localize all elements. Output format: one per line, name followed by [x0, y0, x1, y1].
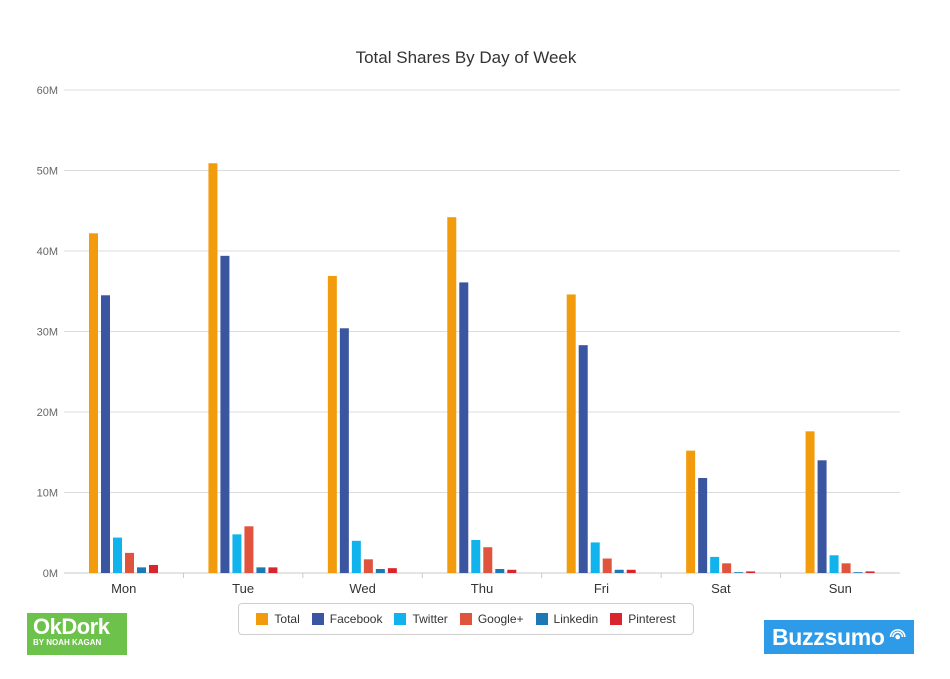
bar-pinterest-thu — [507, 569, 517, 573]
legend-swatch — [535, 613, 548, 625]
legend-label: Twitter — [412, 612, 448, 626]
bar-google-thu — [483, 547, 493, 573]
bar-linkedin-wed — [375, 568, 385, 573]
bar-linkedin-sat — [734, 572, 744, 573]
bar-linkedin-tue — [256, 567, 266, 573]
legend: Total Facebook Twitter Google+ Linkedin Pinte… — [238, 603, 694, 635]
bar-linkedin-sun — [853, 572, 863, 573]
bar-google-sat — [722, 563, 732, 573]
x-tick-label: Thu — [471, 581, 493, 596]
bar-twitter-tue — [232, 534, 242, 573]
bar-total-wed — [327, 275, 337, 573]
bar-pinterest-wed — [387, 568, 397, 573]
bar-total-mon — [89, 233, 98, 574]
x-tick-label: Sun — [829, 581, 852, 596]
legend-item-linkedin[interactable]: Linkedin — [535, 612, 599, 626]
x-tick-label: Tue — [232, 581, 254, 596]
bar-google-mon — [125, 552, 134, 573]
bar-twitter-thu — [471, 539, 481, 573]
legend-label: Linkedin — [553, 612, 599, 626]
y-axis-ticks: 0M 10M 20M 30M 40M 50M 60M — [37, 85, 58, 580]
legend-swatch — [459, 613, 472, 625]
legend-label: Pinterest — [628, 612, 676, 626]
bar-linkedin-thu — [495, 568, 505, 573]
bar-pinterest-fri — [626, 569, 636, 573]
legend-swatch — [610, 613, 623, 625]
legend-label: Google+ — [477, 612, 524, 626]
legend-swatch — [256, 613, 269, 625]
bar-linkedin-fri — [614, 569, 624, 573]
bar-pinterest-mon — [149, 564, 158, 573]
legend-swatch — [311, 613, 324, 625]
legend-item-total[interactable]: Total — [256, 612, 300, 626]
bar-twitter-fri — [590, 542, 600, 573]
legend-item-twitter[interactable]: Twitter — [394, 612, 448, 626]
grid — [64, 89, 900, 574]
bar-google-sun — [841, 563, 851, 573]
bar-facebook-sun — [817, 460, 827, 573]
legend-label: Facebook — [329, 612, 383, 626]
x-tick-label: Wed — [349, 581, 376, 596]
bar-facebook-tue — [220, 255, 230, 573]
y-tick-label: 50M — [37, 166, 58, 178]
bar-linkedin-mon — [137, 567, 146, 573]
signal-icon — [889, 629, 906, 640]
legend-label: Total — [274, 612, 300, 626]
buzzsumo-logo: Buzzsumo — [764, 620, 914, 654]
y-tick-label: 40M — [37, 246, 58, 258]
bar-twitter-sun — [829, 555, 839, 573]
chart-title: Total Shares By Day of Week — [356, 48, 577, 67]
bar-facebook-thu — [459, 282, 469, 573]
bar-total-tue — [208, 163, 218, 573]
y-tick-label: 60M — [37, 85, 58, 97]
buzzsumo-logo-text: Buzzsumo — [772, 623, 885, 650]
x-axis: Mon Tue Wed Thu Fri Sat Sun — [111, 573, 852, 596]
bar-facebook-fri — [578, 345, 588, 573]
bar-total-sun — [805, 431, 815, 573]
bar-pinterest-sun — [865, 571, 875, 573]
bar-facebook-mon — [101, 295, 110, 573]
legend-item-google[interactable]: Google+ — [459, 612, 524, 626]
okdork-logo-subtext: BY NOAH KAGAN — [33, 638, 102, 647]
legend-item-pinterest[interactable]: Pinterest — [610, 612, 676, 626]
x-tick-label: Mon — [111, 581, 136, 596]
y-tick-label: 30M — [37, 327, 58, 339]
bar-total-fri — [566, 294, 576, 573]
bar-twitter-sat — [710, 556, 720, 573]
y-tick-label: 20M — [37, 407, 58, 419]
bar-facebook-sat — [698, 478, 708, 573]
okdork-logo: OkDork BY NOAH KAGAN — [27, 613, 127, 655]
bar-pinterest-tue — [268, 567, 278, 573]
bar-pinterest-sat — [746, 571, 756, 573]
bar-facebook-wed — [339, 328, 349, 573]
bar-total-thu — [447, 217, 457, 573]
okdork-logo-text: OkDork — [33, 614, 110, 639]
x-tick-label: Sat — [711, 581, 731, 596]
bar-total-sat — [686, 450, 696, 573]
y-tick-label: 10M — [37, 488, 58, 500]
x-tick-label: Fri — [594, 581, 609, 596]
bar-twitter-wed — [351, 540, 361, 573]
bar-google-tue — [244, 526, 254, 573]
bar-google-fri — [602, 558, 612, 573]
y-tick-label: 0M — [43, 568, 58, 580]
bars — [89, 163, 875, 574]
bar-twitter-mon — [113, 537, 122, 573]
bar-google-wed — [363, 559, 373, 573]
legend-item-facebook[interactable]: Facebook — [311, 612, 383, 626]
legend-swatch — [394, 613, 407, 625]
